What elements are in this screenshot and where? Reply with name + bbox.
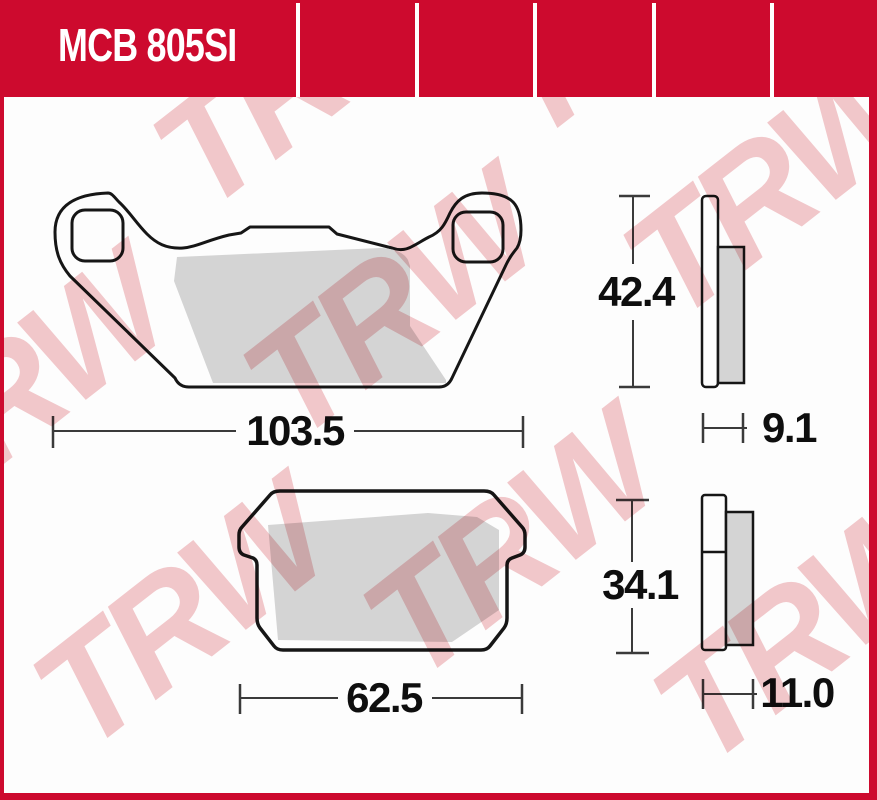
- dimension-label-bottom-width: 62.5: [346, 674, 423, 721]
- bottom-pad-friction-material: [268, 513, 499, 642]
- frame-border-right: [869, 0, 877, 800]
- top-pad-side-view: [700, 194, 746, 389]
- header-tick: [296, 3, 300, 97]
- header-tick: [415, 3, 419, 97]
- header-tick: [652, 3, 656, 97]
- top-pad-friction-side: [716, 245, 746, 385]
- frame-border-left: [0, 0, 4, 800]
- header-tick: [770, 3, 774, 97]
- header-band: MCB 805SI: [0, 0, 877, 97]
- dimension-label-top-width: 103.5: [246, 407, 345, 454]
- frame-border-bottom: [0, 793, 877, 800]
- dimension-label-top-height: 42.4: [598, 268, 675, 315]
- bottom-pad-side-view: [700, 493, 755, 652]
- part-number-title: MCB 805SI: [58, 19, 237, 71]
- bottom-pad-front-view: [237, 489, 527, 652]
- bottom-pad-friction-side: [724, 510, 755, 647]
- header-tick: [533, 3, 537, 97]
- dimension-label-top-thickness: 9.1: [762, 404, 817, 451]
- top-pad-backplate-side: [700, 194, 720, 389]
- top-pad-right-hole: [451, 210, 505, 264]
- top-pad-friction-material: [174, 248, 446, 383]
- dimension-label-bottom-height: 34.1: [602, 561, 679, 608]
- top-pad-front-view: [53, 191, 523, 389]
- dimension-label-bottom-thickness: 11.0: [760, 669, 835, 716]
- bottom-pad-backplate-side: [700, 493, 728, 652]
- top-pad-left-hole: [70, 208, 125, 263]
- dimension-lines: [51, 194, 757, 714]
